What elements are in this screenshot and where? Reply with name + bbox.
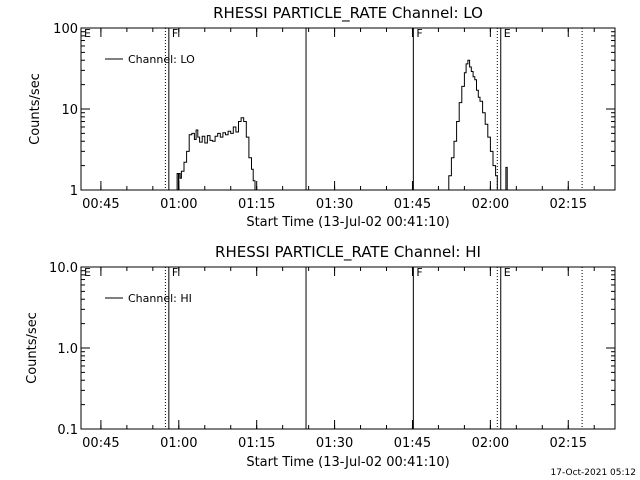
y-tick-label: 0.1 [57, 423, 78, 438]
y-tick-label: 1.0 [57, 342, 78, 357]
x-tick-label: 02:00 [472, 197, 509, 212]
edge-flag-label: E [84, 27, 91, 40]
x-tick-label: 02:00 [472, 436, 509, 451]
marker-label: E [504, 27, 511, 40]
legend-entry: Channel: LO [128, 53, 195, 66]
x-tick-label: 00:45 [82, 436, 119, 451]
x-axis-label: Start Time (13-Jul-02 00:41:10) [246, 455, 449, 470]
x-tick-label: 01:30 [316, 197, 353, 212]
x-tick-label: 01:00 [160, 436, 197, 451]
x-axis-label: Start Time (13-Jul-02 00:41:10) [246, 215, 449, 230]
x-tick-label: 01:30 [316, 436, 353, 451]
x-tick-label: 02:15 [550, 436, 587, 451]
series-line [447, 59, 498, 191]
legend-entry: Channel: HI [128, 292, 192, 305]
y-tick-label: 100 [53, 22, 78, 37]
y-tick-label: 1 [70, 184, 78, 199]
series-line [175, 117, 256, 191]
marker-label: F [416, 266, 422, 279]
edge-flag-label: E [84, 266, 91, 279]
marker-label: F [416, 27, 422, 40]
chart-panel-lo: RHESSI PARTICLE_RATE Channel: LO Counts/… [28, 4, 616, 230]
footer-timestamp: 17-Oct-2021 05:12 [551, 468, 636, 478]
x-tick-label: 01:15 [238, 436, 275, 451]
plot-frame [80, 266, 616, 430]
x-tick-label: 00:45 [82, 197, 119, 212]
marker-label: E [504, 266, 511, 279]
x-tick-label: 01:00 [160, 197, 197, 212]
plot-frame [80, 27, 616, 191]
chart-panel-hi: RHESSI PARTICLE_RATE Channel: HI Counts/… [25, 243, 616, 470]
legend: Channel: HI [105, 292, 192, 305]
chart-title: RHESSI PARTICLE_RATE Channel: LO [213, 4, 483, 23]
y-tick-label: 10.0 [49, 261, 78, 276]
x-tick-label: 01:45 [394, 436, 431, 451]
y-axis-label: Counts/sec [28, 73, 43, 145]
x-tick-label: 01:45 [394, 197, 431, 212]
y-axis-label: Counts/sec [25, 312, 40, 384]
x-tick-label: 02:15 [550, 197, 587, 212]
x-tick-label: 01:15 [238, 197, 275, 212]
chart-title: RHESSI PARTICLE_RATE Channel: HI [215, 243, 481, 262]
axis-ticks: 00:45 01:00 01:15 01:30 01:45 02:00 02:15 1 10 10… [53, 22, 615, 212]
marker-label: F [172, 27, 178, 40]
marker-label: F [172, 266, 178, 279]
y-tick-label: 10 [61, 103, 78, 118]
axis-ticks: 00:45 01:00 01:15 01:30 01:45 02:00 02:15 0.1 1.… [49, 261, 615, 451]
legend: Channel: LO [105, 53, 195, 66]
